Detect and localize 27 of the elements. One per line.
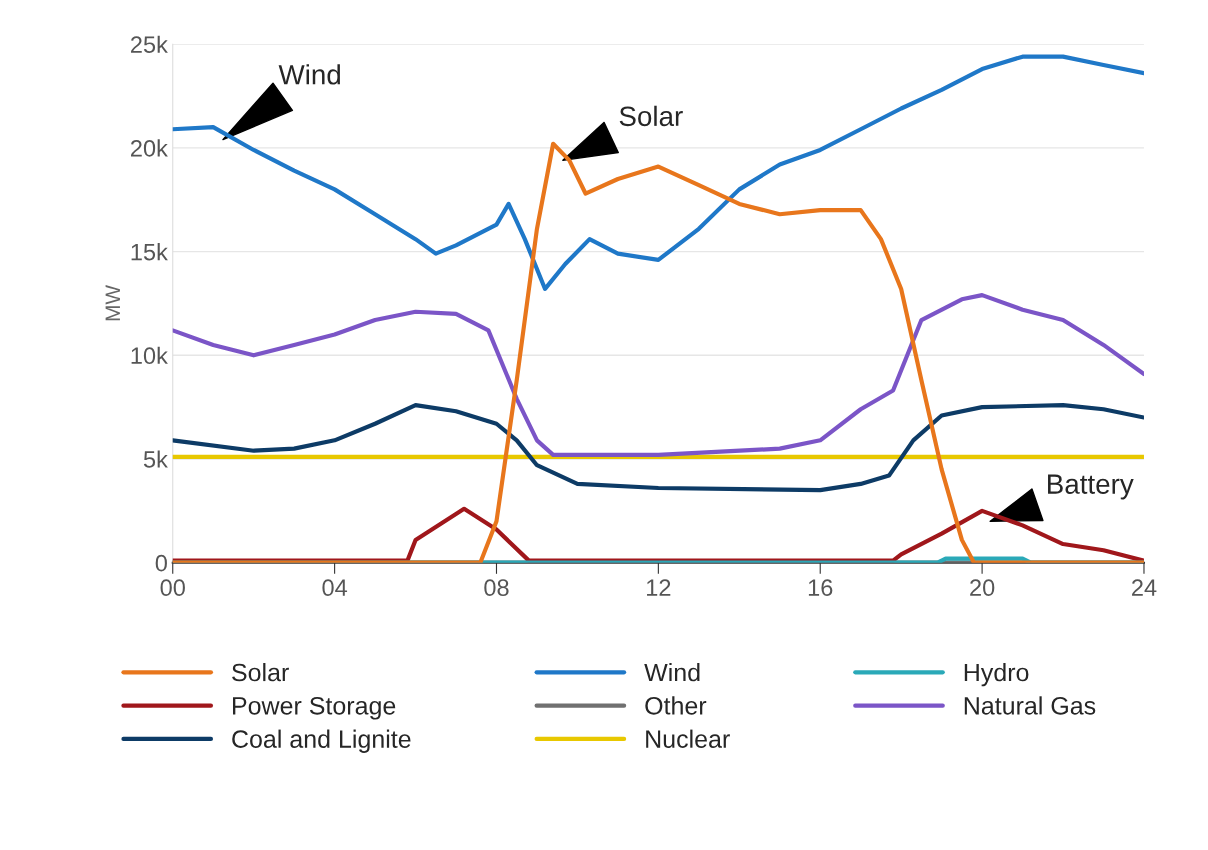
line-series <box>172 54 1144 292</box>
legend-label: Wind <box>644 662 700 682</box>
x-tick-label: 12 <box>647 579 671 596</box>
legend-label: Other <box>645 696 707 715</box>
annotation: Battery <box>1048 474 1134 500</box>
annotation: Wind <box>278 64 340 85</box>
y-axis-title: MW <box>105 285 120 321</box>
y-tick-label: 0 <box>155 554 167 572</box>
y-tick-label: 15k <box>131 243 168 261</box>
legend-label: Coal and Lignite <box>232 729 411 753</box>
legend-label: Nuclear <box>646 729 730 748</box>
y-tick-label: 5k <box>143 450 168 468</box>
y-tick-label: 10k <box>131 346 168 365</box>
legend-label: Solar <box>232 662 289 682</box>
legend-label: Natural Gas <box>964 696 1096 715</box>
y-tick-label: 20k <box>131 139 168 157</box>
x-tick-label: 08 <box>484 579 509 597</box>
x-tick-label: 24 <box>1132 579 1157 596</box>
legend-label: Power Storage <box>233 696 396 720</box>
x-tick-label: 04 <box>322 579 348 597</box>
x-tick-label: 16 <box>808 579 833 597</box>
x-tick-label: 20 <box>970 579 995 597</box>
y-tick-label: 25k <box>131 35 168 53</box>
line-series <box>172 293 1144 457</box>
annotation: Solar <box>619 105 683 127</box>
x-tick-label: 00 <box>160 579 185 597</box>
legend-label: Hydro <box>964 662 1029 687</box>
